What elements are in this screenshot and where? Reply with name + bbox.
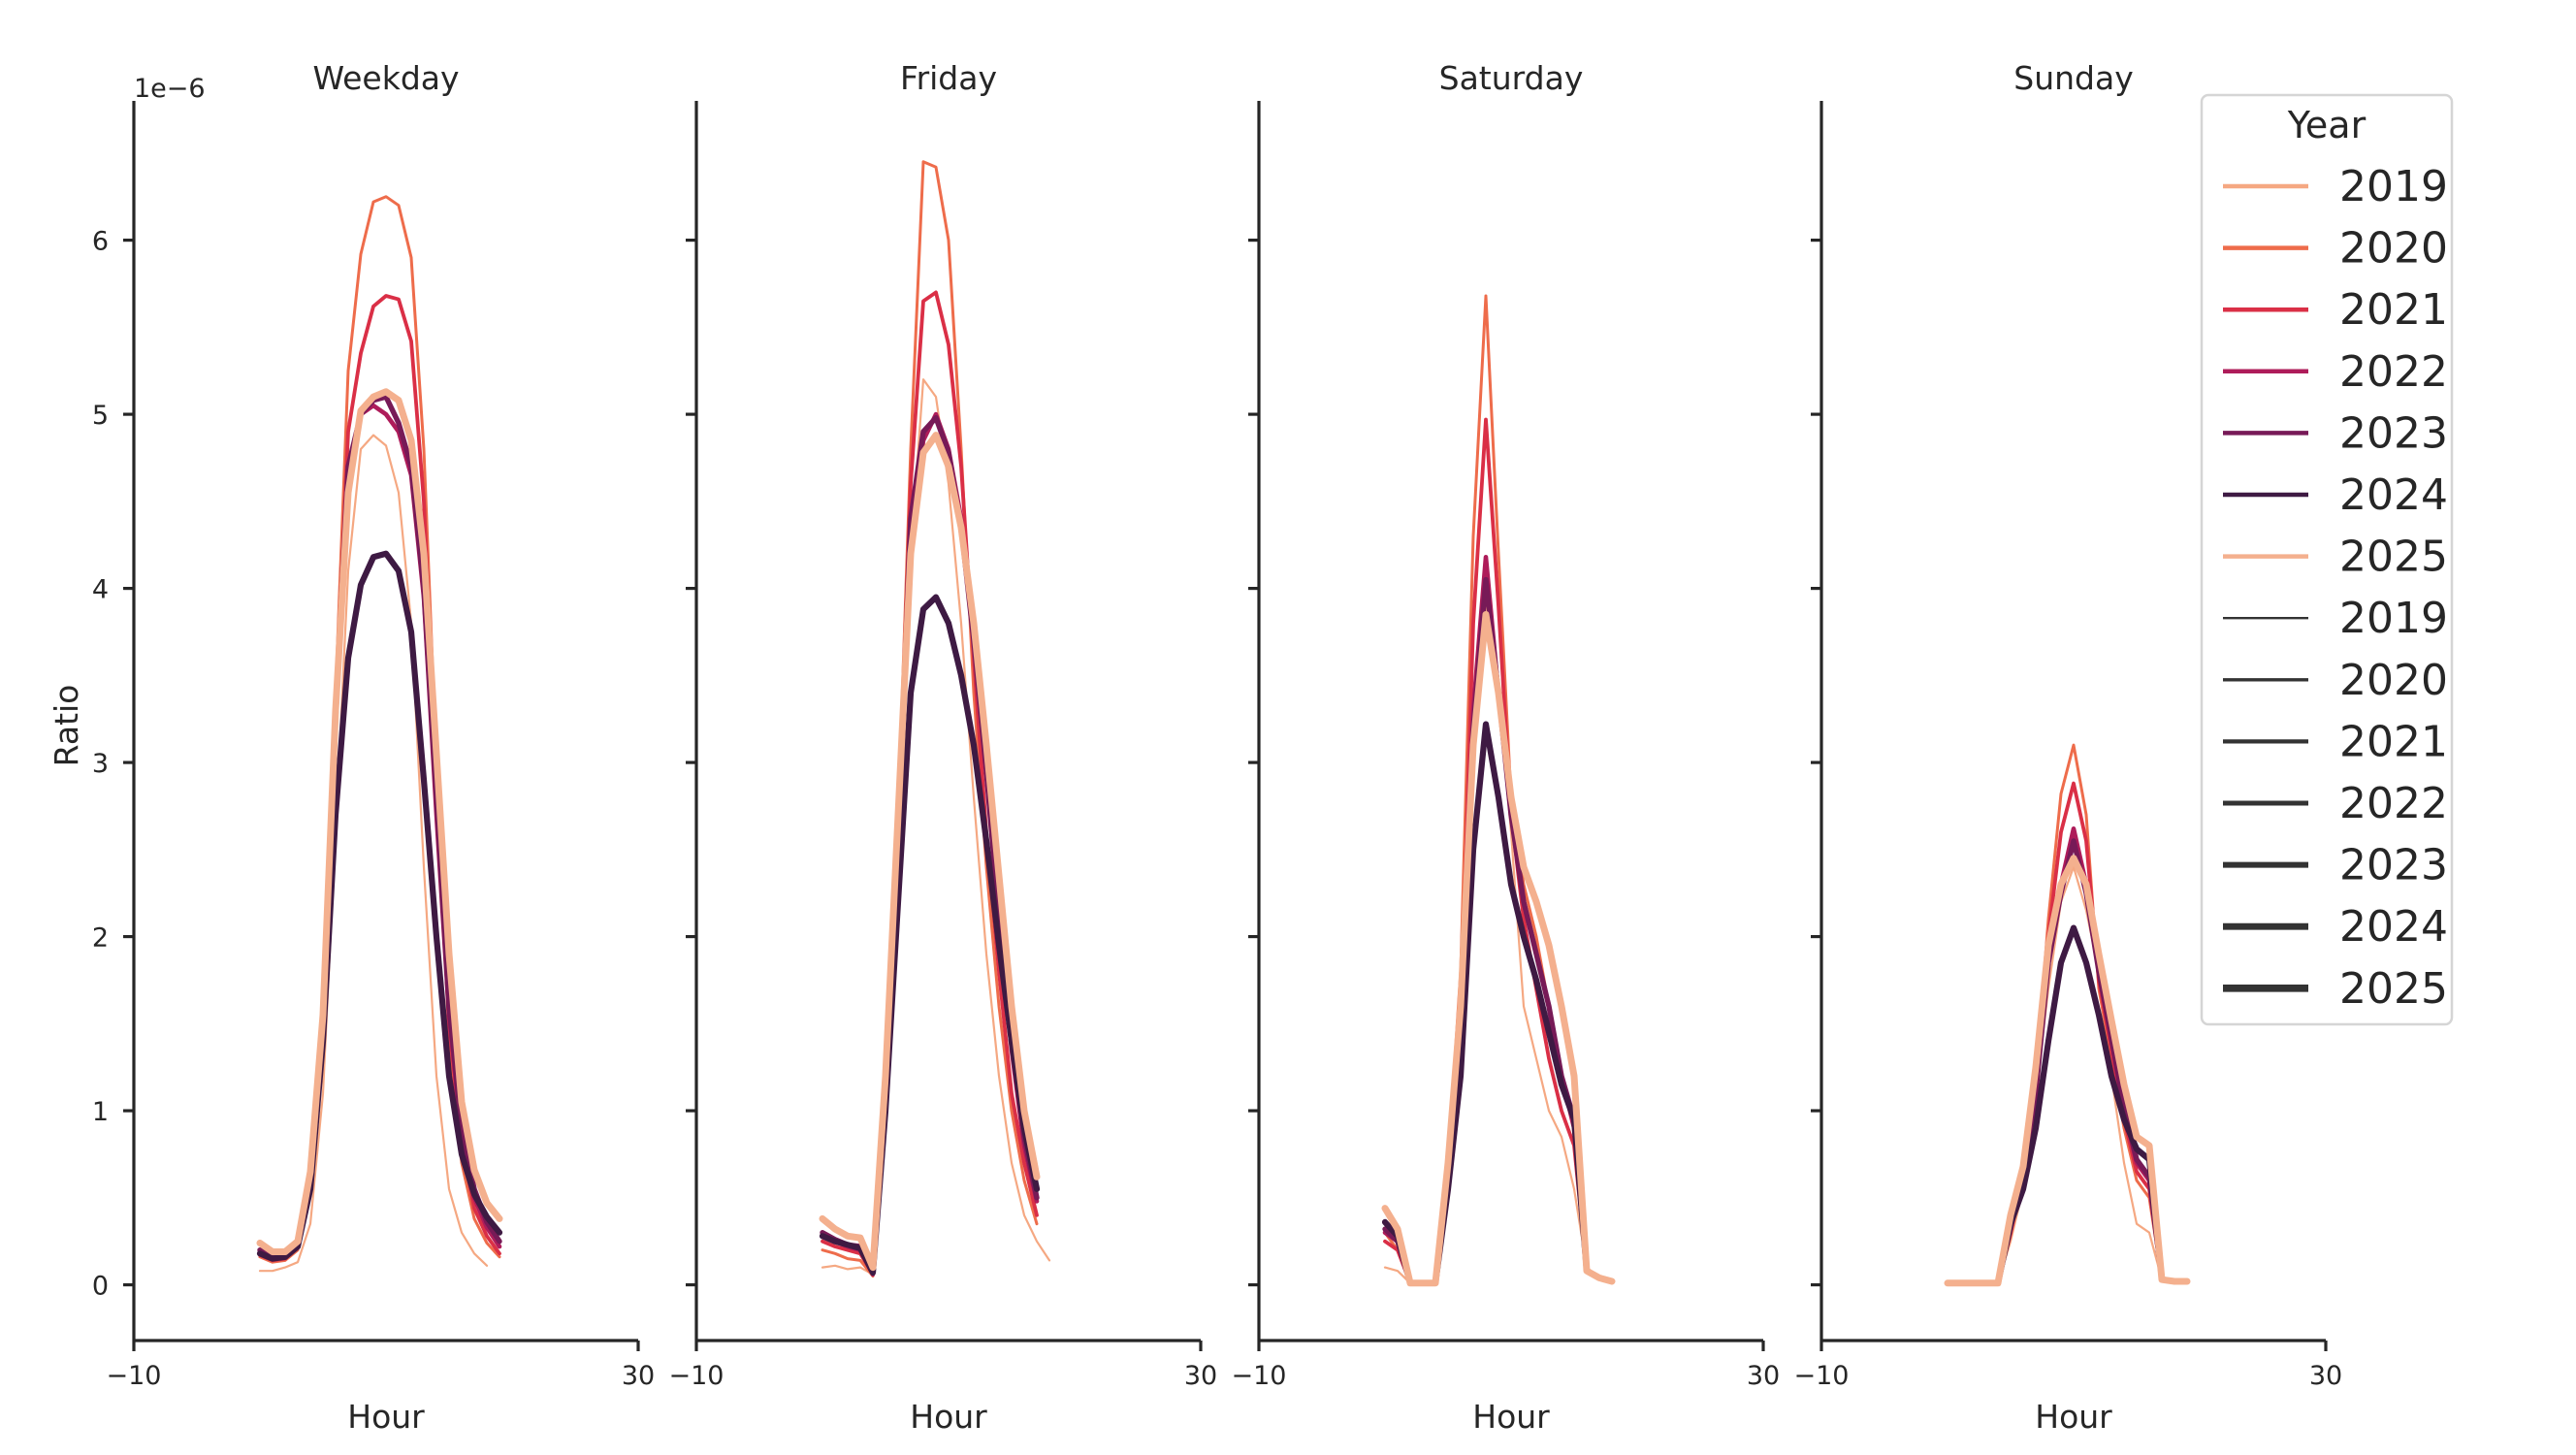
legend: Year 2019 2020 2021 2022 2023 2024 2025 2019 202…: [2200, 93, 2454, 1026]
series-line-2024: [819, 594, 1041, 1277]
panel-weekday: Weekday 0 1 2 3 4 5 6 −10 30 Hour: [92, 59, 655, 1436]
series-line-2025: [819, 432, 1041, 1272]
x-tick-label: −10: [107, 1361, 162, 1391]
panel-sunday: Sunday −10 30 Hour: [1794, 59, 2343, 1436]
series-line-2024: [1381, 721, 1616, 1286]
series-line-2023: [820, 415, 1040, 1276]
legend-width-label-2021: 2021: [2339, 717, 2448, 766]
legend-width-label-2024: 2024: [2339, 902, 2448, 952]
series-line-2019: [821, 378, 1051, 1276]
panel-title: Friday: [900, 59, 997, 97]
y-tick-label: 5: [92, 401, 109, 431]
y-tick-label: 4: [92, 575, 109, 605]
series-line-2025: [256, 388, 503, 1255]
legend-width-label-2022: 2022: [2339, 779, 2448, 828]
legend-color-label-2022: 2022: [2339, 347, 2448, 397]
y-axis-scale-label: 1e−6: [134, 74, 206, 104]
series-line-2022: [820, 411, 1040, 1277]
y-tick-label: 6: [92, 227, 109, 257]
series-line-2024: [1944, 924, 2191, 1286]
x-tick-label: −10: [1232, 1361, 1287, 1391]
panel-title: Weekday: [312, 59, 459, 97]
panel-friday: Friday −10 30 Hour: [669, 59, 1218, 1436]
series-line-2025: [1944, 855, 2191, 1287]
x-axis-title: Hour: [2035, 1398, 2112, 1436]
x-tick-label: 30: [1184, 1361, 1217, 1391]
series-line-2020: [821, 160, 1039, 1278]
legend-color-label-2019: 2019: [2339, 162, 2448, 211]
y-tick-label: 3: [92, 749, 109, 779]
y-tick-label: 0: [92, 1272, 109, 1302]
series-line-2025: [1381, 611, 1616, 1287]
x-tick-label: 30: [2309, 1361, 2342, 1391]
x-tick-label: 30: [1747, 1361, 1780, 1391]
legend-entries: 2019 2020 2021 2022 2023 2024 2025 2019 2020 2021…: [2223, 162, 2448, 1014]
series-line-2024: [256, 550, 503, 1262]
panel-title: Saturday: [1439, 59, 1584, 97]
panel-saturday: Saturday −10 30 Hour: [1232, 59, 1781, 1436]
legend-color-label-2023: 2023: [2339, 408, 2448, 458]
legend-width-label-2023: 2023: [2339, 841, 2448, 890]
y-tick-label: 1: [92, 1097, 109, 1127]
x-tick-label: −10: [669, 1361, 724, 1391]
x-axis-title: Hour: [910, 1398, 987, 1436]
legend-frame: [2200, 93, 2454, 1026]
x-tick-label: −10: [1794, 1361, 1850, 1391]
legend-color-label-2025: 2025: [2339, 533, 2448, 582]
legend-color-label-2024: 2024: [2339, 470, 2448, 520]
legend-title: Year: [2287, 104, 2367, 146]
x-axis-title: Hour: [1472, 1398, 1550, 1436]
y-axis-title: Ratio: [48, 685, 85, 767]
legend-width-label-2019: 2019: [2339, 594, 2448, 643]
x-tick-label: 30: [622, 1361, 655, 1391]
series-line-2019: [1946, 865, 2189, 1284]
series-line-2019: [258, 434, 489, 1273]
legend-color-label-2020: 2020: [2339, 224, 2448, 274]
series-line-2021: [821, 290, 1039, 1277]
legend-color-label-2021: 2021: [2339, 285, 2448, 335]
y-tick-label: 2: [92, 923, 109, 954]
panel-title: Sunday: [2013, 59, 2133, 97]
legend-width-label-2025: 2025: [2339, 964, 2448, 1014]
legend-width-label-2020: 2020: [2339, 656, 2448, 705]
x-axis-title: Hour: [347, 1398, 425, 1436]
